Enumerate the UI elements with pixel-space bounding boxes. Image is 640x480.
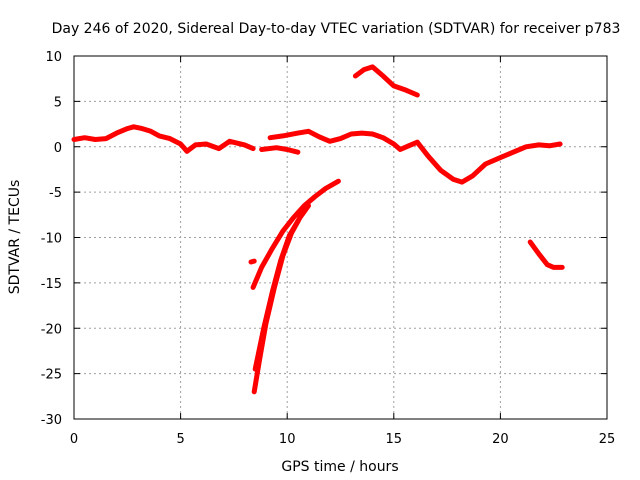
grid-lines bbox=[74, 56, 607, 419]
x-tick-label: 0 bbox=[70, 432, 78, 447]
x-tick-label: 10 bbox=[279, 432, 296, 447]
y-axis-label: SDTVAR / TECUs bbox=[7, 180, 23, 295]
y-tick-label: -10 bbox=[41, 232, 62, 247]
y-tick-label: -25 bbox=[41, 368, 62, 383]
y-tick-label: -5 bbox=[49, 186, 62, 201]
x-tick-label: 25 bbox=[599, 432, 616, 447]
y-tick-label: -30 bbox=[41, 413, 62, 428]
x-axis-label: GPS time / hours bbox=[281, 459, 398, 475]
x-tick-label: 15 bbox=[386, 432, 403, 447]
y-tick-label: 0 bbox=[54, 141, 62, 156]
x-axis-ticks: 0 5 10 15 20 25 bbox=[70, 56, 615, 447]
series-dip-segment bbox=[259, 145, 301, 155]
series-recovery-inner bbox=[252, 218, 301, 372]
y-tick-label: -15 bbox=[41, 277, 62, 292]
y-tick-label: -20 bbox=[41, 322, 62, 337]
x-tick-label: 20 bbox=[492, 432, 509, 447]
y-axis-ticks: 10 5 0 -5 -10 -15 -20 -25 -30 bbox=[41, 50, 607, 428]
series-layer bbox=[71, 64, 565, 395]
series-main-trace bbox=[71, 124, 256, 154]
y-tick-label: 5 bbox=[54, 95, 62, 110]
series-recovery-upper bbox=[250, 178, 341, 290]
series-evening-trace bbox=[414, 139, 563, 185]
chart-title: Day 246 of 2020, Sidereal Day-to-day VTE… bbox=[52, 21, 621, 37]
x-tick-label: 5 bbox=[176, 432, 184, 447]
series-late-drop bbox=[527, 239, 565, 270]
series-short-mark bbox=[248, 258, 257, 265]
series-mid-trace bbox=[267, 128, 420, 152]
series-high-arc bbox=[352, 64, 420, 98]
y-tick-label: 10 bbox=[45, 50, 62, 65]
